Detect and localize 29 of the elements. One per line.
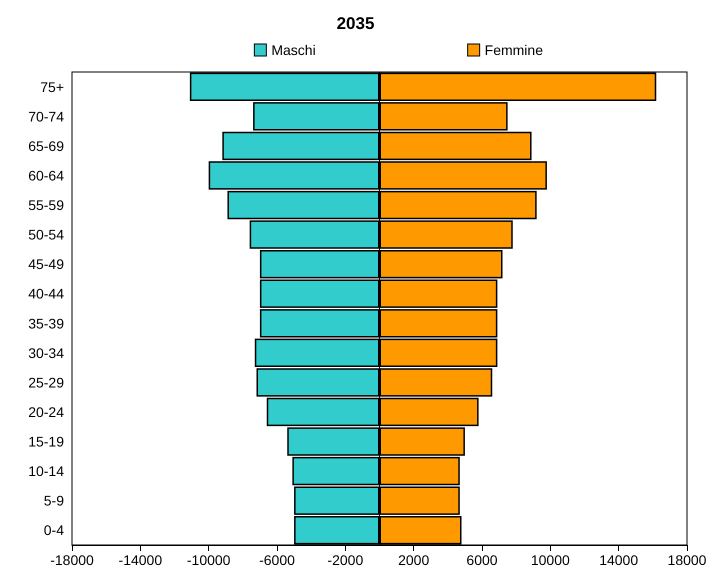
y-tick-label: 55-59 xyxy=(28,197,64,214)
x-tick-label: 14000 xyxy=(599,552,638,568)
x-tick-label: 2000 xyxy=(398,552,430,568)
legend-label: Femmine xyxy=(484,42,544,58)
x-tick-label: -6000 xyxy=(259,552,296,568)
y-tick-label: 40-44 xyxy=(28,286,64,302)
y-tick-label: 10-14 xyxy=(28,463,64,480)
y-tick-label: 75+ xyxy=(40,78,64,95)
y-tick-label: 25-29 xyxy=(28,374,64,390)
y-tick-label: 45-49 xyxy=(28,256,64,272)
y-tick-label: 15-19 xyxy=(28,434,64,450)
x-tick-label: -2000 xyxy=(327,552,364,568)
y-tick-label: 60-64 xyxy=(28,167,64,184)
y-tick-label: 35-39 xyxy=(28,315,64,332)
y-tick-label: 50-54 xyxy=(28,226,64,243)
y-tick-label: 30-34 xyxy=(28,344,64,361)
x-tick-label: 6000 xyxy=(466,552,498,568)
chart-title: 2035 xyxy=(336,14,374,33)
legend-label: Maschi xyxy=(271,42,316,58)
x-tick-label: 18000 xyxy=(668,552,707,568)
x-tick-label: -14000 xyxy=(118,552,162,568)
y-tick-label: 0-4 xyxy=(44,522,64,538)
y-tick-label: 70-74 xyxy=(28,108,64,124)
x-tick-label: -18000 xyxy=(50,552,94,568)
y-tick-label: 65-69 xyxy=(28,138,64,154)
x-tick-label: -10000 xyxy=(186,552,231,568)
y-tick-label: 5-9 xyxy=(44,492,64,509)
y-tick-label: 20-24 xyxy=(28,404,64,420)
x-tick-label: 10000 xyxy=(530,552,570,568)
